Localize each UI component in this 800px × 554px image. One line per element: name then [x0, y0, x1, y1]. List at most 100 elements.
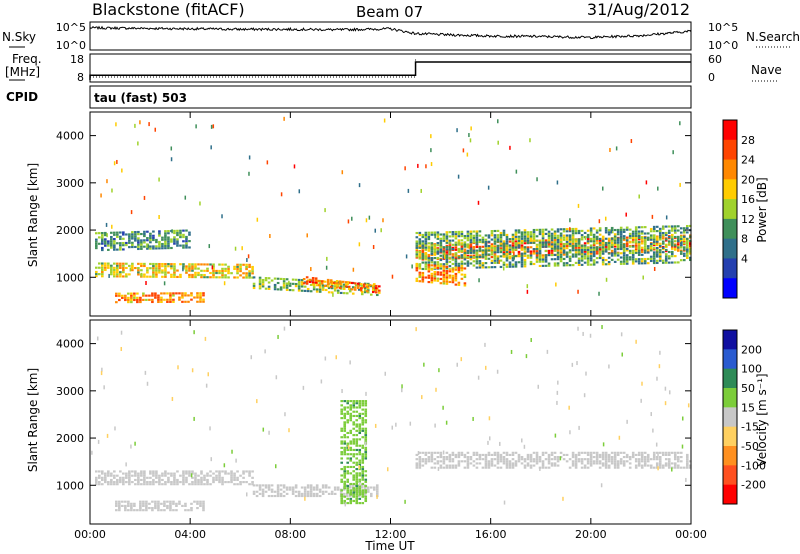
- power-cell: [323, 280, 327, 283]
- power-cell: [158, 234, 161, 237]
- velocity-cell: [134, 470, 137, 473]
- power-cell: [607, 248, 611, 251]
- velocity-cell: [131, 470, 134, 473]
- power-cell: [371, 286, 375, 289]
- power-cell: [682, 248, 686, 251]
- velocity-scatter-cell: [250, 355, 253, 360]
- power-scatter-cell: [105, 222, 108, 227]
- velocity-cell: [98, 474, 101, 477]
- velocity-cell: [676, 460, 680, 463]
- velocity-scatter-cell: [223, 463, 226, 468]
- power-cell: [637, 241, 641, 244]
- power-cell: [559, 243, 563, 246]
- velocity-cell: [300, 492, 304, 495]
- velocity-cell: [115, 509, 118, 512]
- power-cell: [173, 265, 176, 268]
- power-cell: [430, 268, 434, 271]
- power-cell: [607, 239, 611, 242]
- power-cell: [580, 251, 584, 254]
- power-cell: [115, 294, 118, 297]
- power-cell: [505, 233, 509, 237]
- power-cell: [607, 241, 611, 244]
- power-cell: [601, 244, 605, 247]
- velocity-cell: [364, 470, 368, 473]
- velocity-cell: [118, 502, 121, 505]
- power-cell: [457, 255, 461, 258]
- velocity-cell: [233, 478, 236, 482]
- velocity-cell: [604, 456, 608, 459]
- velocity-cell: [191, 476, 194, 479]
- power-cell: [445, 258, 449, 261]
- power-cell: [151, 292, 154, 295]
- power-scatter-cell: [526, 289, 529, 294]
- power-cell: [463, 251, 467, 255]
- power-cell: [160, 296, 163, 299]
- velocity-scatter-cell: [445, 420, 448, 425]
- power-scatter-cell: [234, 246, 237, 251]
- velocity-cell: [190, 509, 193, 512]
- velocity-cell: [119, 481, 122, 484]
- power-cell: [161, 242, 164, 246]
- velocity-cell: [448, 464, 452, 467]
- power-cell: [176, 244, 179, 247]
- power-cell: [505, 238, 509, 241]
- power-cell: [511, 235, 515, 238]
- velocity-cell: [221, 470, 224, 473]
- power-cell: [457, 239, 461, 242]
- power-cell: [580, 255, 584, 258]
- velocity-cell: [556, 458, 560, 461]
- power-cell: [320, 282, 324, 285]
- velocity-cell: [364, 412, 368, 415]
- power-scatter-cell: [679, 182, 681, 187]
- power-cell: [311, 279, 315, 282]
- velocity-scatter-cell: [193, 416, 195, 421]
- power-cell: [511, 233, 515, 236]
- power-cell: [427, 264, 431, 267]
- power-cell: [553, 234, 557, 237]
- power-cell: [499, 244, 503, 247]
- velocity-cell: [472, 460, 476, 463]
- power-cell: [550, 249, 554, 252]
- power-scatter-cell: [115, 122, 117, 127]
- power-cell: [448, 239, 452, 242]
- velocity-cell: [346, 485, 350, 488]
- power-cell: [673, 231, 677, 234]
- power-cell: [613, 237, 617, 240]
- power-cell: [610, 237, 614, 240]
- power-cell: [544, 254, 548, 257]
- power-cell: [342, 287, 346, 290]
- power-cell: [562, 236, 566, 239]
- velocity-cell: [122, 481, 125, 484]
- power-cell: [439, 265, 443, 268]
- power-cell: [430, 261, 434, 264]
- velocity-cell: [361, 429, 365, 432]
- power-cell: [152, 273, 155, 276]
- x-tick-label: 08:00: [274, 528, 306, 541]
- power-colorbar-segment: [723, 218, 737, 240]
- power-cell: [188, 240, 191, 243]
- power-cell: [532, 262, 536, 266]
- power-cell: [613, 228, 617, 232]
- velocity-cell: [303, 488, 307, 491]
- velocity-cell: [163, 502, 166, 505]
- power-cell: [212, 276, 215, 279]
- velocity-scatter-cell: [557, 380, 559, 385]
- power-scatter-cell: [430, 148, 432, 153]
- velocity-cell: [658, 456, 662, 459]
- velocity-cell: [463, 453, 467, 456]
- velocity-scatter-cell: [97, 439, 100, 444]
- velocity-cell: [340, 410, 344, 413]
- power-cell: [181, 294, 184, 297]
- power-cell: [529, 263, 533, 266]
- power-cell: [463, 234, 467, 238]
- power-scatter-cell: [280, 192, 283, 197]
- velocity-cell: [358, 404, 362, 407]
- power-cell: [445, 263, 449, 266]
- velocity-cell: [236, 476, 239, 479]
- velocity-cell: [157, 509, 160, 512]
- velocity-cell: [122, 472, 125, 475]
- power-cell: [538, 254, 542, 257]
- velocity-cell: [547, 456, 551, 459]
- power-cell: [157, 300, 160, 304]
- velocity-cell: [330, 492, 334, 495]
